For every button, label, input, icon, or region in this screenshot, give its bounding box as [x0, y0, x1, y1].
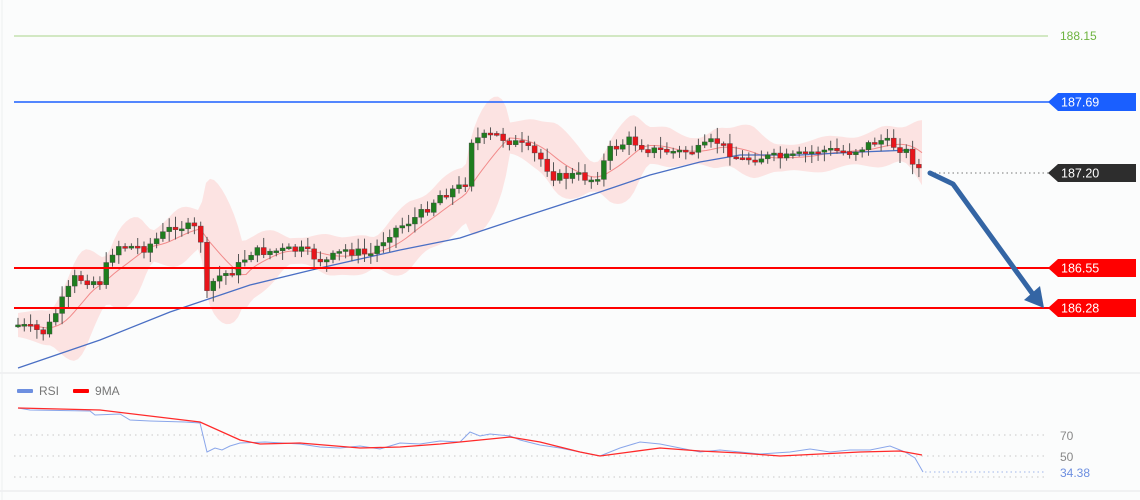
legend-label-rsi: RSI — [39, 384, 60, 398]
support-2-label: 186.28 — [1061, 302, 1099, 316]
candlesticks — [15, 126, 922, 341]
rsi-70-label: 70 — [1060, 429, 1074, 443]
legend-item-9ma[interactable]: 9MA — [73, 384, 120, 398]
legend-item-rsi[interactable]: RSI — [17, 384, 59, 398]
9ma-swatch-icon — [73, 389, 90, 393]
rsi-50-label: 50 — [1060, 450, 1074, 464]
support-2-tag: 186.28 — [1048, 299, 1136, 317]
legend-label-9ma: 9MA — [95, 384, 120, 398]
last-price-tag: 187.20 — [1048, 164, 1136, 182]
middle-band-ma — [17, 137, 923, 329]
resistance-1-tag: 187.69 — [1048, 93, 1136, 111]
rsi-swatch-icon — [17, 389, 33, 393]
support-1-tag: 186.55 — [1048, 259, 1136, 277]
rsi-legend: RSI 9MA — [17, 384, 120, 398]
forecast-arrow-icon — [927, 170, 1044, 308]
rsi-9ma-line — [17, 407, 923, 457]
resistance-1-label: 187.69 — [1061, 96, 1099, 110]
last-price-label: 187.20 — [1061, 167, 1099, 181]
rsi-line — [17, 407, 924, 473]
support-1-label: 186.55 — [1061, 262, 1099, 276]
bollinger-bands — [18, 96, 922, 361]
rsi-last-value: 34.38 — [1060, 466, 1090, 480]
resistance-2-label: 188.15 — [1060, 29, 1097, 43]
